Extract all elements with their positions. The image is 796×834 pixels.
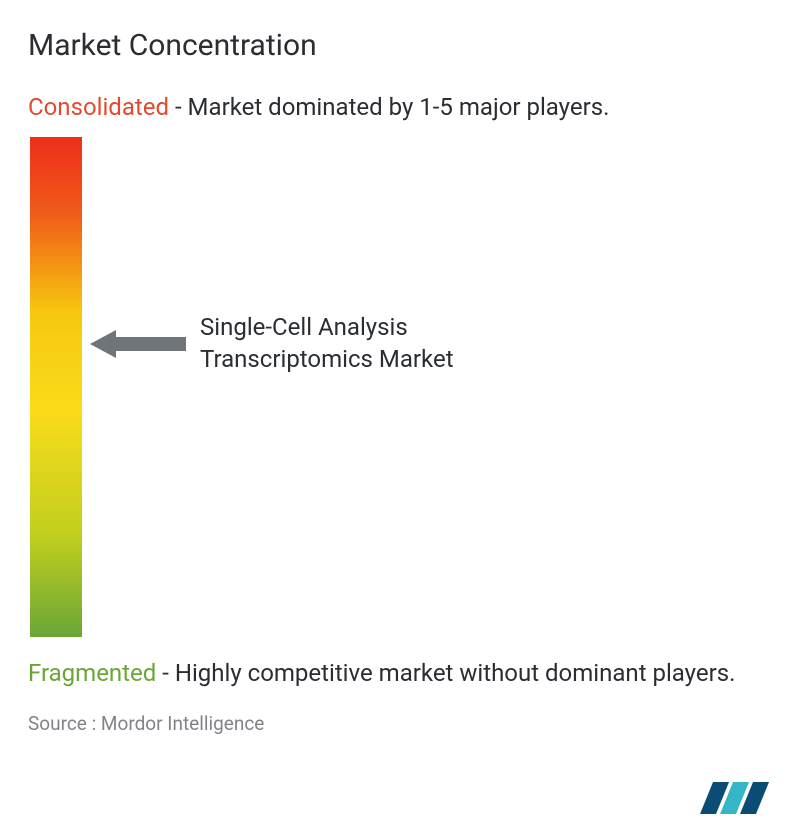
gradient-bar bbox=[30, 137, 82, 637]
arrow-left-icon bbox=[90, 330, 186, 358]
fragmented-description: Fragmented - Highly competitive market w… bbox=[28, 657, 768, 689]
source-attribution: Source : Mordor Intelligence bbox=[28, 712, 768, 735]
fragmented-desc-text: - Highly competitive market without domi… bbox=[156, 659, 735, 687]
market-marker: Single-Cell Analysis Transcriptomics Mar… bbox=[90, 312, 540, 374]
page-title: Market Concentration bbox=[28, 28, 768, 63]
consolidated-desc-text: - Market dominated by 1-5 major players. bbox=[169, 93, 609, 121]
consolidated-label: Consolidated bbox=[28, 93, 169, 121]
fragmented-label: Fragmented bbox=[28, 659, 156, 687]
market-label: Single-Cell Analysis Transcriptomics Mar… bbox=[200, 312, 540, 374]
consolidated-description: Consolidated - Market dominated by 1-5 m… bbox=[28, 91, 768, 123]
concentration-scale: Single-Cell Analysis Transcriptomics Mar… bbox=[28, 137, 768, 647]
brand-logo-icon bbox=[700, 780, 774, 816]
